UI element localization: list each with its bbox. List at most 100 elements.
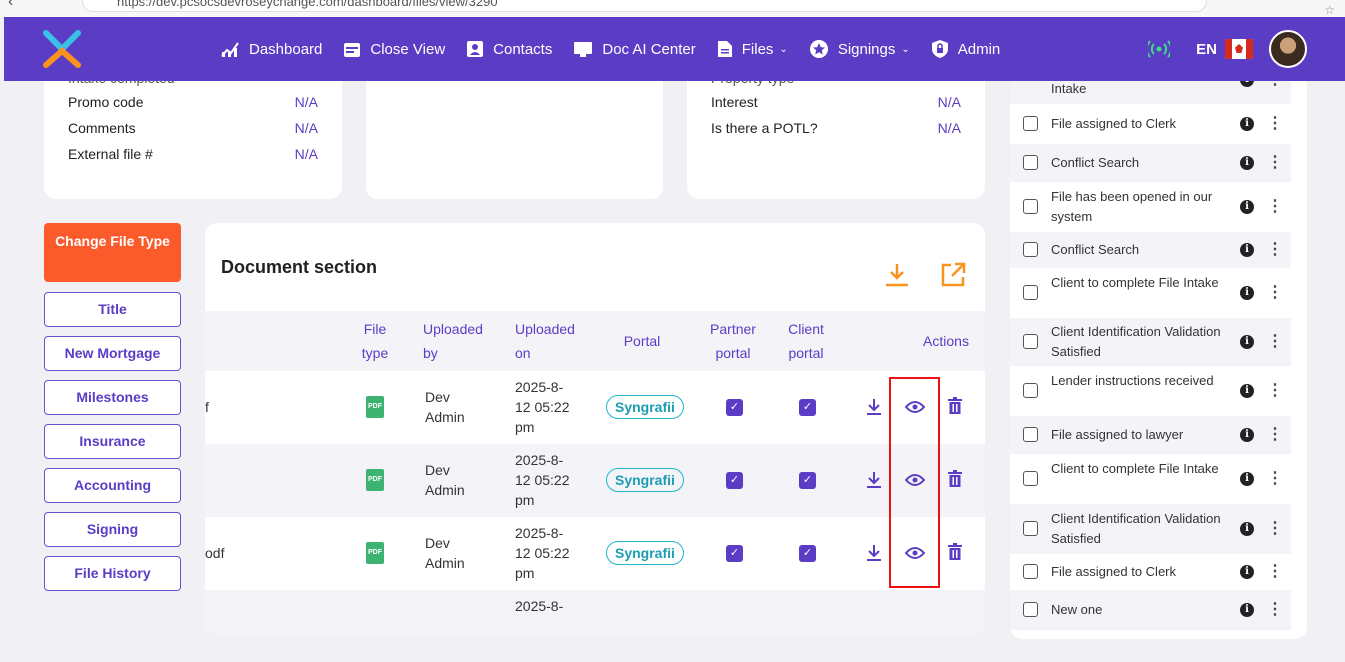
delete-trash-icon[interactable]	[948, 543, 962, 566]
checklist-label: File assigned to Clerk	[1051, 564, 1176, 579]
file-name[interactable]: odf	[205, 545, 225, 561]
signing-button[interactable]: Signing	[44, 512, 181, 547]
download-icon[interactable]	[866, 398, 882, 421]
nav-label: Dashboard	[249, 40, 323, 58]
nav-doc-ai-center[interactable]: Doc AI Center	[573, 40, 696, 58]
info-icon[interactable]: i	[1240, 200, 1254, 214]
more-options-icon[interactable]: ⋮	[1267, 198, 1283, 215]
checklist-checkbox[interactable]	[1023, 602, 1038, 617]
checklist-checkbox[interactable]	[1023, 199, 1038, 214]
col-file-type[interactable]: File type	[361, 321, 389, 361]
milestones-button[interactable]: Milestones	[44, 380, 181, 415]
download-icon[interactable]	[866, 544, 882, 567]
partner-portal-checkbox[interactable]: ✓	[726, 399, 743, 416]
checklist-checkbox[interactable]	[1023, 285, 1038, 300]
checklist-label: File has been opened in our system	[1051, 189, 1213, 224]
more-options-icon[interactable]: ⋮	[1267, 241, 1283, 258]
nav-close-view[interactable]: Close View	[343, 40, 445, 58]
col-uploaded-by[interactable]: Uploaded by	[423, 321, 483, 361]
more-options-icon[interactable]: ⋮	[1267, 520, 1283, 537]
col-partner-portal[interactable]: Partner portal	[710, 321, 756, 361]
new-mortgage-button[interactable]: New Mortgage	[44, 336, 181, 371]
more-options-icon[interactable]: ⋮	[1267, 154, 1283, 171]
delete-trash-icon[interactable]	[948, 397, 962, 420]
insurance-button[interactable]: Insurance	[44, 424, 181, 459]
client-portal-checkbox[interactable]: ✓	[799, 545, 816, 562]
checklist-checkbox[interactable]	[1023, 116, 1038, 131]
more-options-icon[interactable]: ⋮	[1267, 426, 1283, 443]
nav-contacts[interactable]: Contacts	[466, 40, 552, 58]
portal-badge[interactable]: Syngrafii	[606, 468, 684, 492]
back-arrow-icon[interactable]: ‹	[8, 0, 14, 10]
checklist-item: Conflict Search i ⋮	[1010, 232, 1291, 268]
checklist-checkbox[interactable]	[1023, 471, 1038, 486]
delete-trash-icon[interactable]	[948, 470, 962, 493]
info-icon[interactable]: i	[1240, 243, 1254, 257]
signal-icon[interactable]	[1148, 40, 1171, 58]
language-selector[interactable]: EN	[1196, 40, 1217, 58]
col-actions[interactable]: Actions	[923, 333, 969, 349]
accounting-button[interactable]: Accounting	[44, 468, 181, 503]
open-external-icon[interactable]	[939, 261, 967, 289]
checklist-checkbox[interactable]	[1023, 383, 1038, 398]
client-portal-checkbox[interactable]: ✓	[799, 399, 816, 416]
checklist-label: Client Identification Validation Satisfi…	[1051, 324, 1221, 359]
col-uploaded-on[interactable]: Uploaded on	[515, 321, 575, 361]
portal-badge[interactable]: Syngrafii	[606, 395, 684, 419]
more-options-icon[interactable]: ⋮	[1267, 333, 1283, 350]
shield-lock-icon	[931, 39, 958, 59]
download-all-icon[interactable]	[883, 261, 911, 289]
portal-badge[interactable]: Syngrafii	[606, 541, 684, 565]
info-icon[interactable]: i	[1240, 335, 1254, 349]
client-portal-checkbox[interactable]: ✓	[799, 472, 816, 489]
more-options-icon[interactable]: ⋮	[1267, 563, 1283, 580]
more-options-icon[interactable]: ⋮	[1267, 284, 1283, 301]
app-logo[interactable]	[42, 29, 82, 69]
nav-dashboard[interactable]: Dashboard	[220, 40, 322, 58]
more-options-icon[interactable]: ⋮	[1267, 601, 1283, 618]
file-history-button[interactable]: File History	[44, 556, 181, 591]
more-options-icon[interactable]: ⋮	[1267, 382, 1283, 399]
view-eye-icon[interactable]	[904, 473, 926, 492]
download-icon[interactable]	[866, 471, 882, 494]
info-icon[interactable]: i	[1240, 603, 1254, 617]
checklist-checkbox[interactable]	[1023, 521, 1038, 536]
col-client-portal[interactable]: Client portal	[788, 321, 824, 361]
nav-signings[interactable]: Signings ⌄	[809, 39, 910, 59]
checklist-checkbox[interactable]	[1023, 564, 1038, 579]
checklist-checkbox[interactable]	[1023, 155, 1038, 170]
info-icon[interactable]: i	[1240, 286, 1254, 300]
partner-portal-checkbox[interactable]: ✓	[726, 472, 743, 489]
checklist-label: Client to complete File Intake	[1051, 461, 1219, 476]
file-name[interactable]: f	[205, 399, 209, 415]
info-icon[interactable]: i	[1240, 522, 1254, 536]
nav-admin[interactable]: Admin	[931, 39, 1000, 59]
view-eye-icon[interactable]	[904, 546, 926, 565]
view-eye-icon[interactable]	[904, 400, 926, 419]
checklist-checkbox[interactable]	[1023, 242, 1038, 257]
info-icon[interactable]: i	[1240, 565, 1254, 579]
user-avatar[interactable]	[1269, 30, 1307, 68]
info-icon[interactable]: i	[1240, 117, 1254, 131]
more-options-icon[interactable]: ⋮	[1267, 115, 1283, 132]
info-icon[interactable]: i	[1240, 472, 1254, 486]
pdf-file-icon: PDF	[366, 469, 384, 491]
info-icon[interactable]: i	[1240, 156, 1254, 170]
info-icon[interactable]: i	[1240, 384, 1254, 398]
bookmark-star-icon[interactable]: ☆	[1324, 3, 1335, 17]
nav-files[interactable]: Files ⌄	[717, 40, 788, 58]
more-options-icon[interactable]: ⋮	[1267, 470, 1283, 487]
col-portal[interactable]: Portal	[623, 333, 661, 349]
nav-label: Contacts	[493, 40, 553, 58]
checklist-scrollbar[interactable]	[1291, 72, 1301, 617]
address-bar[interactable]: https://dev.pcsocsdevroseychange.com/das…	[82, 0, 1207, 12]
checklist-label: Client Identification Validation Satisfi…	[1051, 511, 1221, 546]
change-file-type-button[interactable]: Change File Type	[44, 223, 181, 282]
info-icon[interactable]: i	[1240, 428, 1254, 442]
checklist-checkbox[interactable]	[1023, 427, 1038, 442]
checklist-label: Lender instructions received	[1051, 373, 1214, 388]
title-button[interactable]: Title	[44, 292, 181, 327]
checklist-checkbox[interactable]	[1023, 334, 1038, 349]
canada-flag-icon[interactable]	[1225, 39, 1253, 59]
partner-portal-checkbox[interactable]: ✓	[726, 545, 743, 562]
